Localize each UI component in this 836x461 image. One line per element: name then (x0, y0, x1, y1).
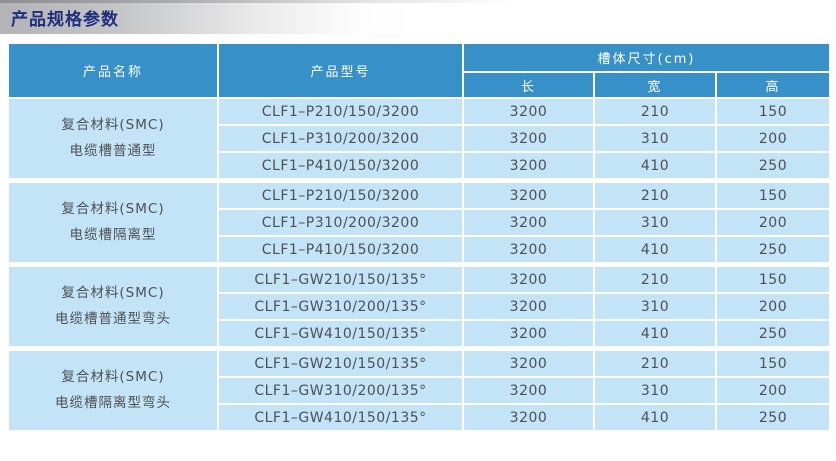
width-cell: 410 (593, 403, 717, 432)
product-model-cell: CLF1–P210/150/3200 (217, 97, 464, 126)
product-name-cell: 复合材料(SMC) 电缆槽普通型 (7, 97, 219, 182)
width-cell: 310 (593, 292, 717, 321)
height-cell: 200 (714, 292, 832, 321)
header-length: 长 (462, 71, 595, 99)
product-model-cell: CLF1–GW410/150/135° (217, 319, 464, 350)
header-row-main: 产品名称 产品型号 槽体尺寸(cm) (7, 42, 832, 99)
page-title: 产品规格参数 (11, 9, 119, 30)
table-row: CLF1–P410/150/3200 3200 410 250 (8, 151, 832, 182)
height-cell: 250 (714, 235, 832, 266)
product-model-cell: CLF1–GW310/200/135° (217, 376, 464, 405)
product-name-line1: 复合材料(SMC) (61, 368, 165, 385)
length-cell: 3200 (462, 403, 595, 432)
length-cell: 3200 (462, 124, 595, 153)
product-name-line2: 电缆槽普通型 (69, 142, 157, 159)
product-model-cell: CLF1–GW310/200/135° (217, 292, 464, 321)
table-row: CLF1–GW410/150/135° 3200 410 250 (8, 403, 832, 432)
product-name-line2: 电缆槽隔离型弯头 (55, 394, 171, 411)
product-name-cell: 复合材料(SMC) 电缆槽普通型弯头 (7, 262, 219, 350)
table-row: CLF1–GW410/150/135° 3200 410 250 (8, 319, 832, 350)
table-row: CLF1–P310/200/3200 3200 310 200 (8, 124, 832, 153)
product-model-cell: CLF1–P310/200/3200 (217, 208, 464, 237)
length-cell: 3200 (462, 97, 595, 126)
header-height: 高 (714, 71, 832, 99)
length-cell: 3200 (462, 151, 595, 182)
spec-table-body: 复合材料(SMC) 电缆槽普通型 CLF1–P210/150/3200 3200 210… (7, 97, 832, 432)
length-cell: 3200 (462, 235, 595, 266)
header-dimensions-group: 槽体尺寸(cm) (461, 42, 832, 73)
height-cell: 150 (714, 346, 832, 378)
length-cell: 3200 (462, 346, 595, 378)
height-cell: 150 (714, 97, 832, 126)
spec-table: 产品名称 产品型号 槽体尺寸(cm) 长 宽 高 复合材料(SMC) 电缆槽普通型… (7, 42, 832, 432)
width-cell: 310 (593, 124, 717, 153)
product-name-line2: 电缆槽隔离型 (69, 226, 157, 243)
table-row: CLF1–P310/200/3200 3200 310 200 (8, 208, 832, 237)
product-model-cell: CLF1–P410/150/3200 (217, 151, 464, 182)
header-product-name: 产品名称 (7, 42, 219, 99)
width-cell: 410 (593, 151, 717, 182)
header-row-sub: 长 宽 高 (8, 71, 832, 99)
product-name-line1: 复合材料(SMC) (61, 116, 165, 133)
length-cell: 3200 (462, 319, 595, 350)
product-model-cell: CLF1–P310/200/3200 (217, 124, 464, 153)
length-cell: 3200 (462, 292, 595, 321)
height-cell: 250 (714, 151, 832, 182)
spec-table-header: 产品名称 产品型号 槽体尺寸(cm) 长 宽 高 (7, 42, 832, 99)
width-cell: 310 (593, 208, 717, 237)
width-cell: 310 (593, 376, 717, 405)
product-name-cell: 复合材料(SMC) 电缆槽隔离型弯头 (7, 346, 219, 432)
table-row: 复合材料(SMC) 电缆槽隔离型 CLF1–P210/150/3200 3200 210… (7, 178, 832, 266)
product-model-cell: CLF1–GW410/150/135° (217, 403, 464, 432)
product-name-cell: 复合材料(SMC) 电缆槽隔离型 (7, 178, 219, 266)
length-cell: 3200 (462, 376, 595, 405)
table-row: 复合材料(SMC) 电缆槽普通型弯头 CLF1–GW210/150/135° 3200… (7, 262, 832, 350)
table-row: 复合材料(SMC) 电缆槽普通型 CLF1–P210/150/3200 3200 210… (7, 97, 832, 182)
width-cell: 210 (593, 97, 717, 126)
title-bar: 产品规格参数 (0, 0, 836, 34)
height-cell: 150 (714, 262, 832, 294)
header-product-model: 产品型号 (217, 42, 464, 99)
table-row: 复合材料(SMC) 电缆槽隔离型弯头 CLF1–GW210/150/135° 3200… (7, 346, 832, 432)
product-model-cell: CLF1–P410/150/3200 (217, 235, 464, 266)
length-cell: 3200 (462, 178, 595, 210)
height-cell: 150 (714, 178, 832, 210)
product-name-line2: 电缆槽普通型弯头 (55, 310, 171, 327)
length-cell: 3200 (462, 262, 595, 294)
table-row: CLF1–GW310/200/135° 3200 310 200 (8, 376, 832, 405)
height-cell: 250 (714, 319, 832, 350)
width-cell: 210 (593, 262, 717, 294)
height-cell: 200 (714, 376, 832, 405)
product-model-cell: CLF1–P210/150/3200 (217, 178, 464, 210)
table-row: CLF1–GW310/200/135° 3200 310 200 (8, 292, 832, 321)
height-cell: 200 (714, 208, 832, 237)
product-model-cell: CLF1–GW210/150/135° (217, 262, 464, 294)
product-model-cell: CLF1–GW210/150/135° (217, 346, 464, 378)
header-width: 宽 (593, 71, 717, 99)
width-cell: 410 (593, 235, 717, 266)
height-cell: 200 (714, 124, 832, 153)
product-name-line1: 复合材料(SMC) (61, 284, 165, 301)
width-cell: 410 (593, 319, 717, 350)
width-cell: 210 (593, 178, 717, 210)
height-cell: 250 (714, 403, 832, 432)
length-cell: 3200 (462, 208, 595, 237)
width-cell: 210 (593, 346, 717, 378)
product-name-line1: 复合材料(SMC) (61, 200, 165, 217)
